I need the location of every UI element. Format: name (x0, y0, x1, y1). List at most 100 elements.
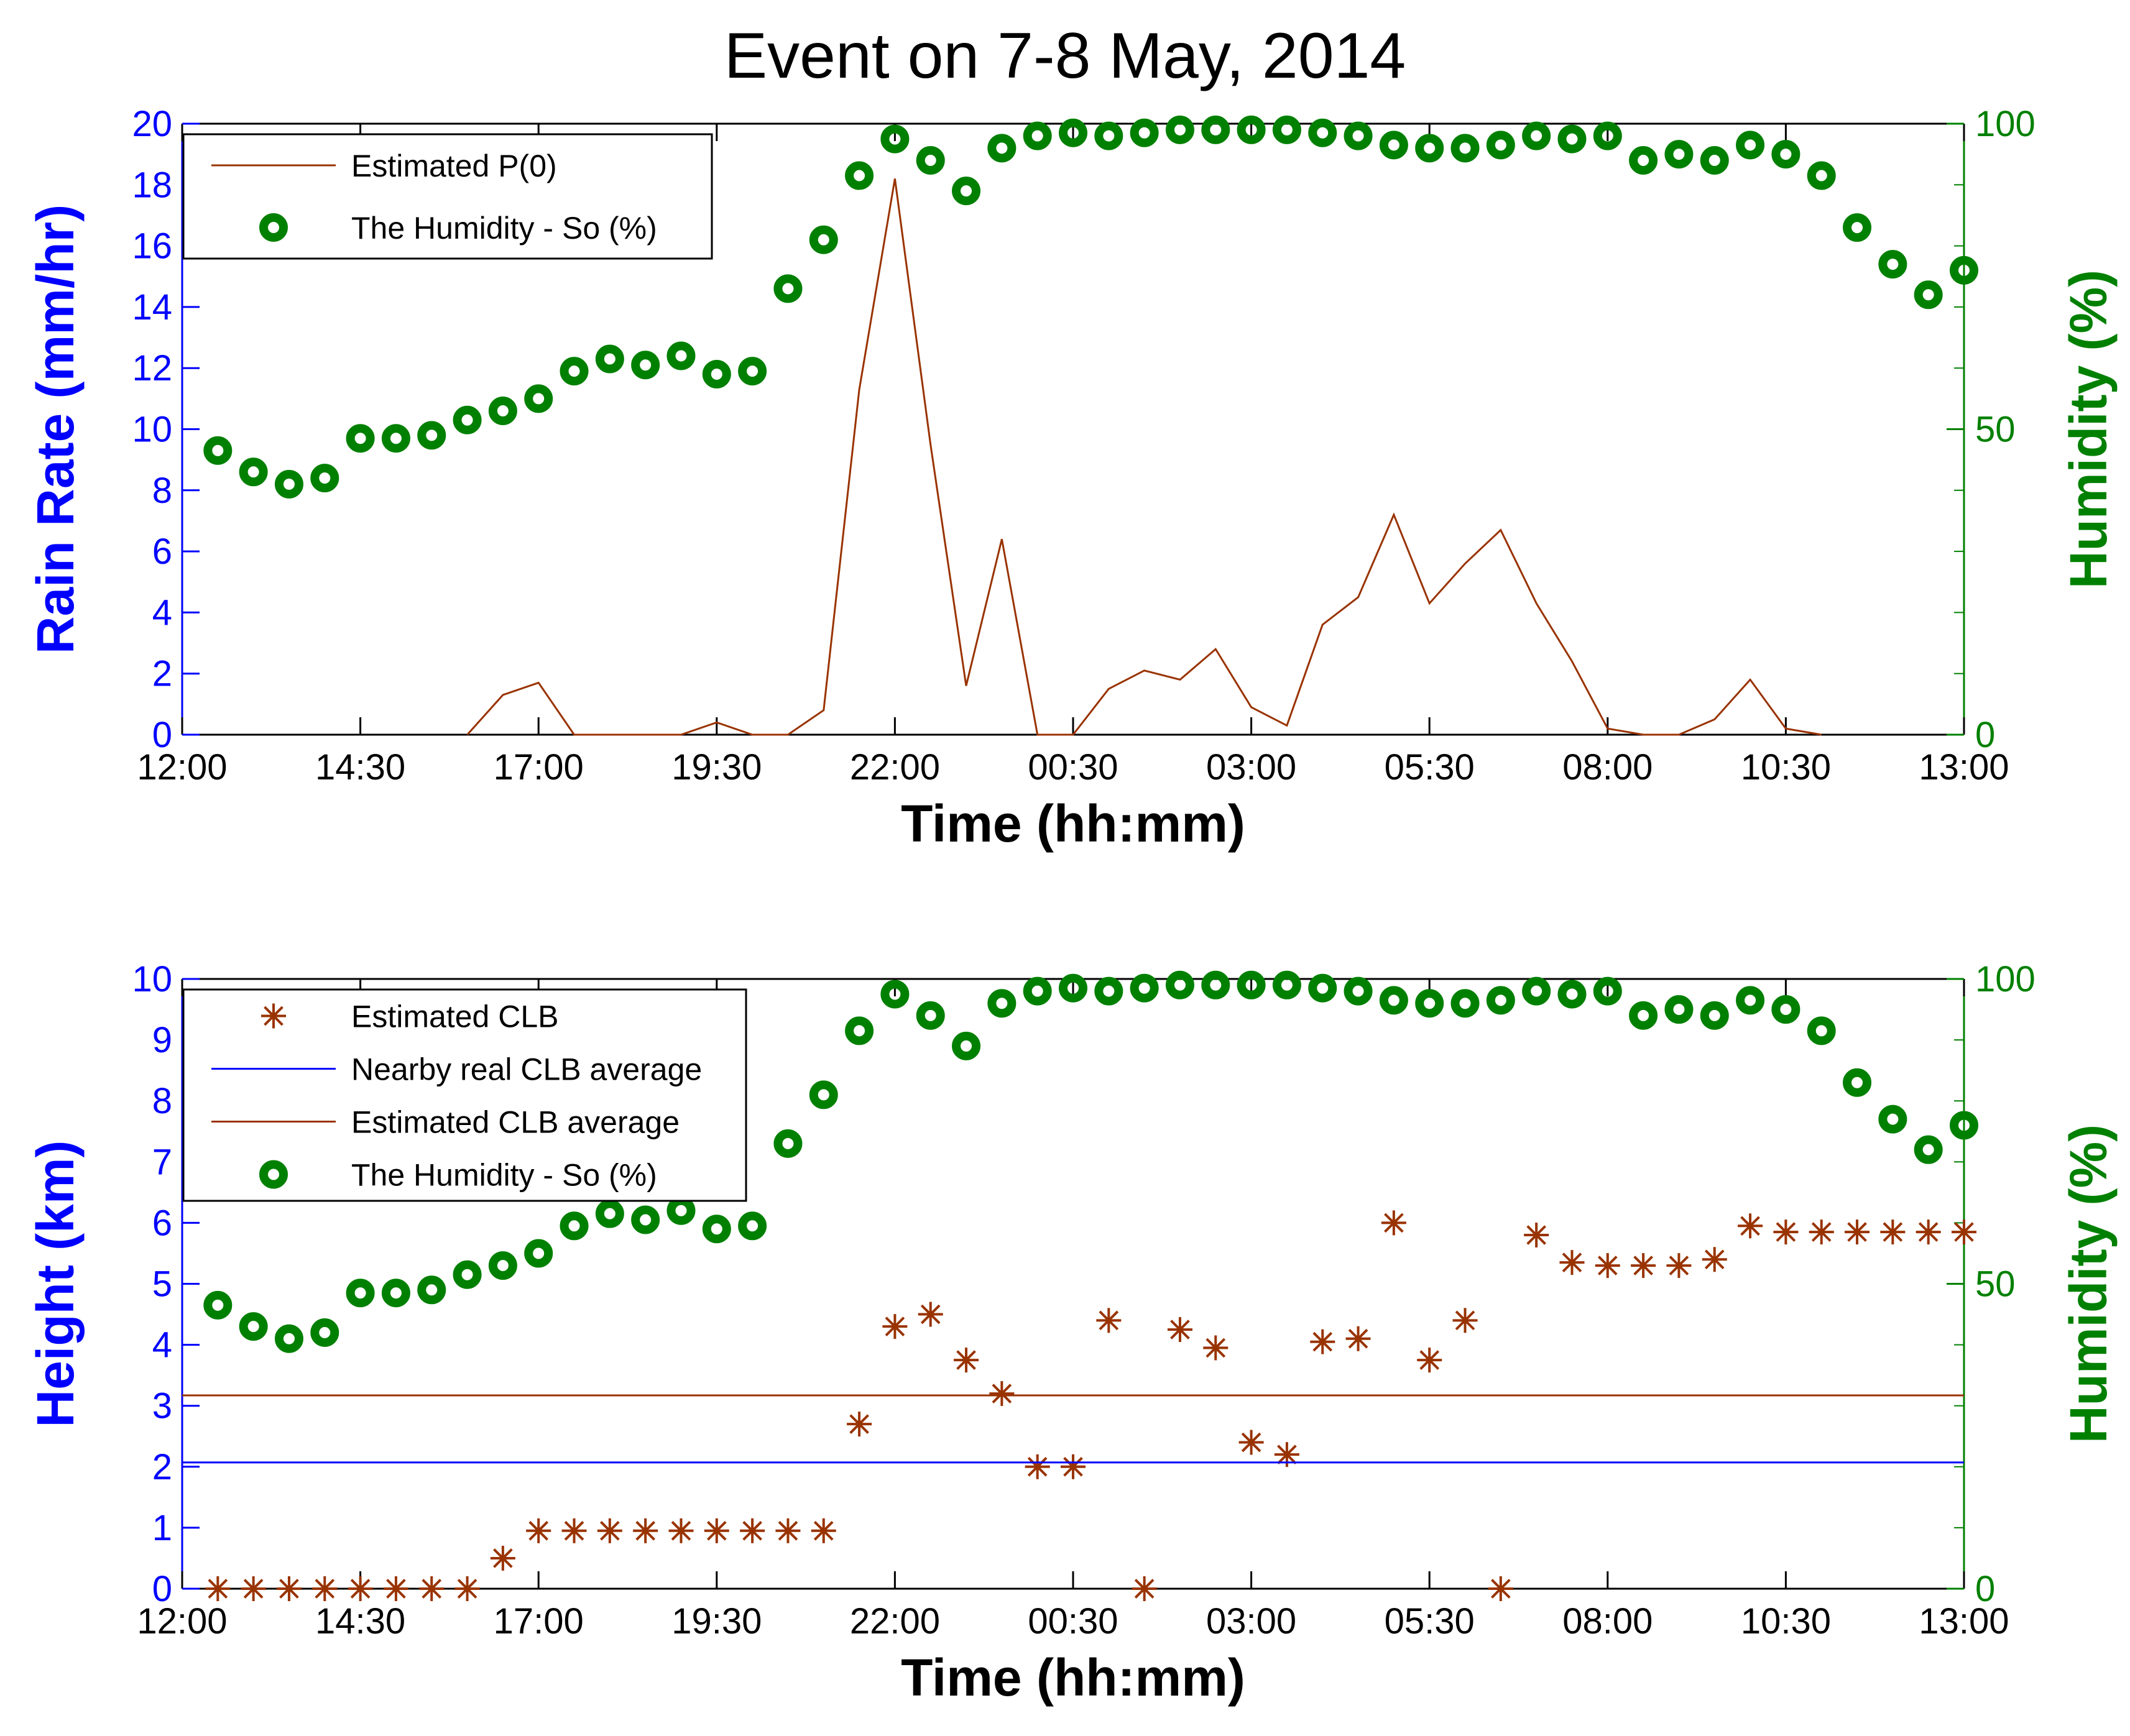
right-y-tick-label: 100 (1975, 959, 2035, 999)
clb-point-stroke (1277, 1444, 1297, 1464)
clb-point (1559, 1250, 1585, 1275)
humidity-point (1557, 980, 1587, 1009)
humidity-point (1664, 140, 1694, 169)
legend-circle-swatch (259, 1160, 288, 1189)
humidity-point (524, 1239, 553, 1268)
legend-item: Estimated CLB (261, 999, 558, 1034)
clb-point-stroke (279, 1579, 299, 1599)
clb-point (1310, 1329, 1335, 1354)
humidity-point (1272, 970, 1301, 999)
x-tick-label: 14:30 (315, 1601, 405, 1642)
left-y-tick-label: 6 (152, 1203, 172, 1243)
clb-point-stroke (1776, 1222, 1796, 1242)
clb-point (811, 1518, 836, 1543)
clb-point (1096, 1308, 1122, 1333)
clb-point (276, 1576, 302, 1601)
humidity-point (1379, 986, 1408, 1015)
clb-point-stroke (849, 1414, 869, 1434)
humidity-point (1130, 973, 1159, 1003)
clb-point-stroke (1669, 1256, 1689, 1275)
legend-label: Nearby real CLB average (351, 1052, 702, 1087)
clb-point-stroke (1241, 1432, 1261, 1453)
humidity-point (346, 1279, 375, 1308)
legend-item: Estimated CLB average (211, 1105, 680, 1140)
clb-point (1524, 1223, 1549, 1248)
left-y-tick-label: 9 (152, 1020, 172, 1060)
clb-point (847, 1412, 872, 1437)
humidity-point (1023, 121, 1052, 150)
humidity-point (1165, 115, 1194, 144)
humidity-point (1308, 118, 1337, 147)
clb-point (1203, 1335, 1229, 1361)
humidity-point (773, 274, 803, 303)
clb-point-stroke (956, 1350, 976, 1370)
left-y-tick-label: 20 (132, 104, 172, 144)
x-tick-label: 05:30 (1385, 747, 1475, 788)
humidity-point (1843, 213, 1872, 242)
humidity-point (1023, 976, 1052, 1006)
left-y-tick-label: 1 (152, 1508, 172, 1548)
x-tick-label: 12:00 (137, 1601, 227, 1642)
humidity-point (666, 1196, 696, 1225)
clb-point (1025, 1454, 1050, 1479)
clb-point (668, 1518, 694, 1543)
humidity-point (1522, 976, 1551, 1006)
left-y-tick-label: 2 (152, 1447, 172, 1487)
humidity-point (488, 397, 517, 426)
left-y-tick-label: 10 (132, 410, 172, 450)
humidity-point (631, 1205, 660, 1234)
clb-point-stroke (1847, 1222, 1867, 1242)
clb-point (704, 1518, 729, 1543)
x-tick-label: 17:00 (494, 747, 584, 788)
clb-point-stroke (386, 1579, 406, 1599)
left-y-tick-label: 5 (152, 1264, 172, 1305)
clb-point (312, 1576, 338, 1601)
clb-point-stroke (528, 1520, 549, 1541)
clb-point (918, 1302, 943, 1327)
humidity-point (773, 1129, 803, 1158)
clb-point (348, 1576, 373, 1601)
rain-rate-panel: 12:00 14:30 17:00 19:30 22:00 00:30 03:00 05:30… (26, 104, 2118, 853)
legend-item: Estimated P(0) (211, 149, 557, 183)
humidity-point (203, 436, 233, 465)
x-tick-label: 12:00 (137, 747, 227, 788)
clb-point-stroke (350, 1579, 371, 1599)
clb-point (1132, 1576, 1157, 1601)
clb-point-stroke (1419, 1350, 1440, 1370)
left-y-tick-label: 0 (152, 1569, 172, 1609)
clb-point-stroke (1491, 1579, 1511, 1599)
clb-point-stroke (1206, 1338, 1226, 1358)
clb-point-stroke (1954, 1222, 1974, 1242)
left-y-tick-label: 4 (152, 1325, 172, 1366)
clb-point-stroke (1384, 1213, 1404, 1233)
clb-point-stroke (706, 1520, 727, 1541)
clb-point (1631, 1253, 1656, 1279)
humidity-point (1950, 255, 1978, 285)
legend-circle-swatch (259, 213, 288, 242)
humidity-point (1094, 976, 1123, 1006)
left-y-tick-label: 2 (152, 654, 172, 694)
clb-point-stroke (920, 1304, 941, 1325)
humidity-point (952, 177, 981, 206)
left-y-tick-label: 7 (152, 1142, 172, 1182)
clb-point (1488, 1576, 1513, 1601)
humidity-point (880, 124, 910, 154)
clb-point (1417, 1348, 1442, 1373)
left-y-tick-label: 6 (152, 531, 172, 572)
clb-point (526, 1518, 551, 1543)
humidity-point (560, 1211, 589, 1241)
humidity-point (738, 357, 767, 386)
clb-point (454, 1576, 480, 1601)
humidity-point (845, 1016, 874, 1045)
right-y-axis-label: Humidity (%) (2059, 270, 2118, 589)
humidity-point (1201, 970, 1230, 999)
legend-asterisk-stroke (264, 1006, 284, 1026)
humidity-point (1415, 989, 1444, 1018)
clb-point (1595, 1253, 1620, 1279)
clb-point-stroke (1134, 1579, 1155, 1599)
humidity-point (1130, 118, 1159, 147)
clb-point-stroke (1740, 1216, 1760, 1236)
x-tick-label: 13:00 (1919, 747, 2009, 788)
clb-point (1952, 1219, 1976, 1245)
